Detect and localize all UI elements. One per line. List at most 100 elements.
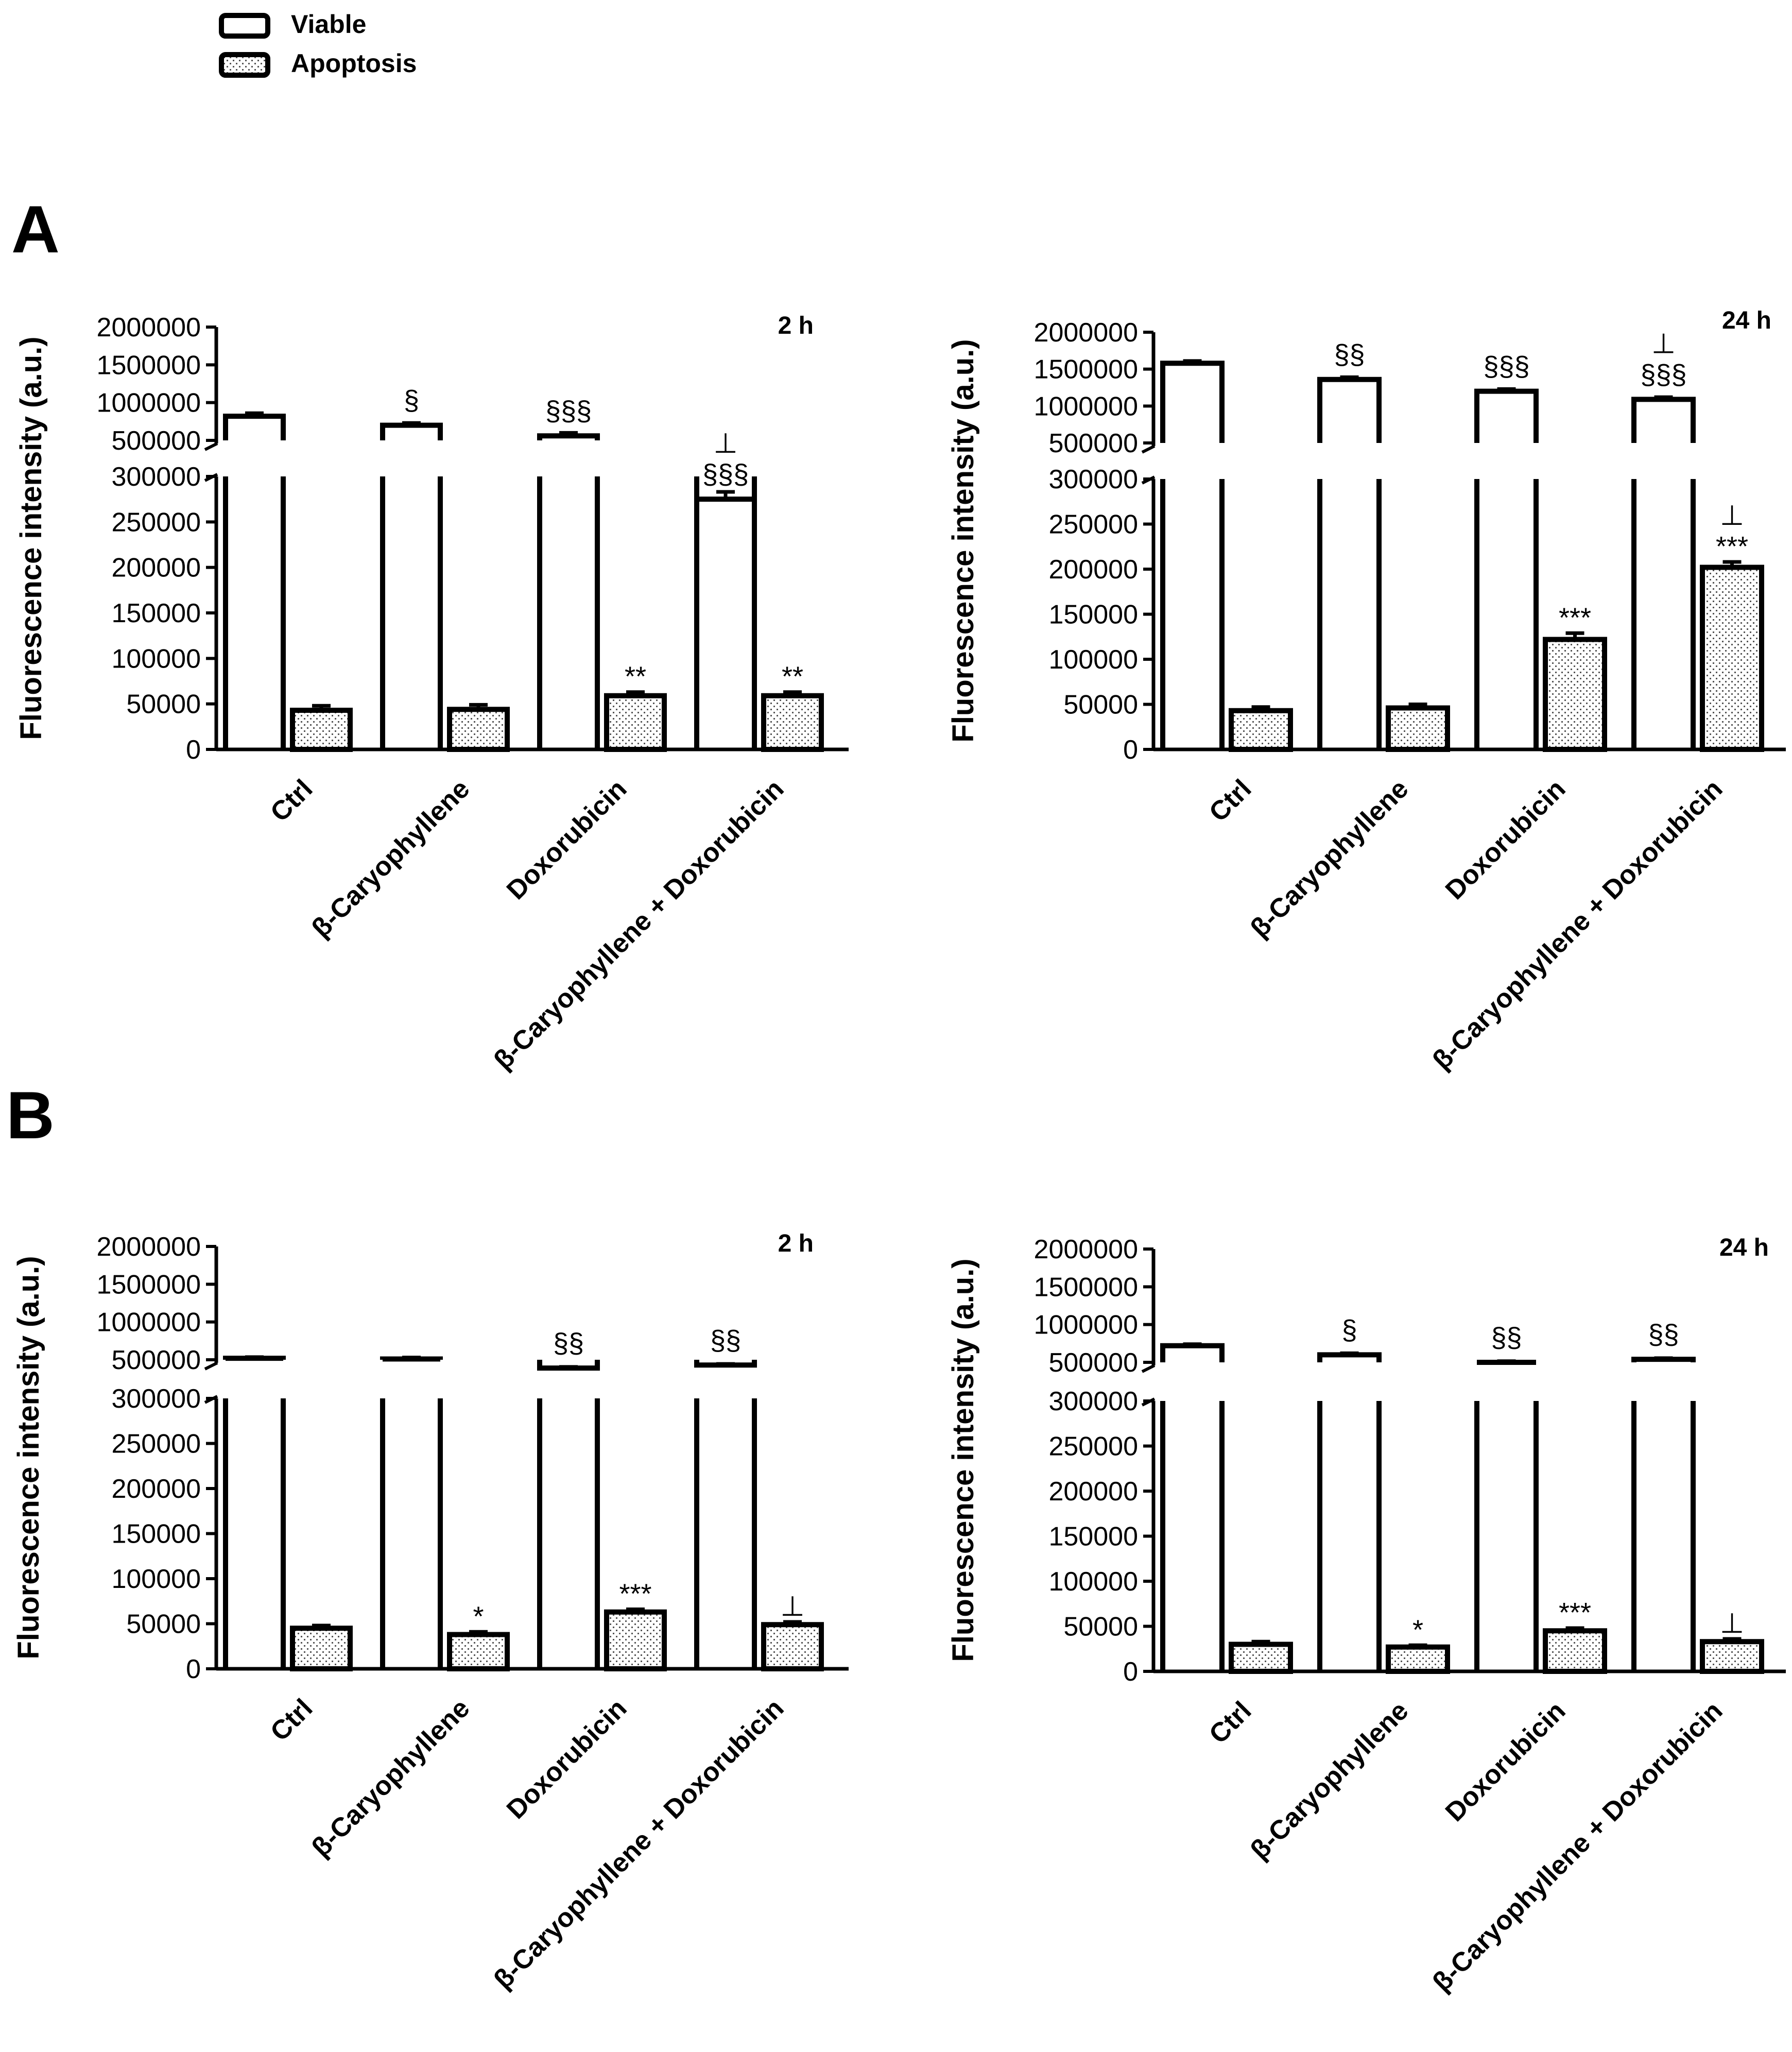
bar-apoptosis-caryophyllene (1386, 705, 1450, 752)
y-tick-label: 1500000 (1034, 1272, 1138, 1302)
panel-label-a: A (11, 192, 60, 267)
y-tick-label: 0 (186, 1654, 201, 1684)
y-axis-label: Fluorescence intensity (a.u.) (946, 1258, 980, 1662)
significance-annotation: ⊥ (713, 428, 737, 459)
x-tick-label: β-Caryophyllene (1245, 1696, 1414, 1865)
significance-annotation: *** (1559, 602, 1591, 633)
bar-viable-ctrl (1160, 479, 1225, 749)
y-tick-label: 300000 (1048, 1387, 1138, 1416)
significance-annotation: *** (1559, 1597, 1591, 1628)
significance-annotation: ⊥ (1720, 500, 1744, 531)
chart-panel-b-24h: 24 h Fluorescence intensity (a.u.) 0 50000 1… (946, 1234, 1786, 1997)
y-tick-label: 250000 (1048, 510, 1138, 540)
bar-viable-walls (694, 476, 757, 749)
y-tick-label: 300000 (111, 462, 201, 492)
x-tick-label: Ctrl (1203, 1696, 1257, 1749)
bar-viable-caryophyllene-doxorubicin (694, 1398, 757, 1669)
y-tick-label: 1000000 (97, 388, 201, 418)
bar-apoptosis-caryophyllene (447, 707, 510, 753)
x-tick-label: Doxorubicin (501, 1693, 633, 1825)
bar-apoptosis-caryophyllene-doxorubicin (1700, 1639, 1764, 1674)
bar-viable-caryophyllene-doxorubicin (1631, 479, 1696, 749)
chart-title: 2 h (778, 312, 814, 339)
y-tick-label: 300000 (1048, 465, 1138, 494)
legend: Viable Apoptosis (219, 10, 417, 78)
bar-viable-upper-doxorubicin (537, 433, 600, 440)
bar-viable-doxorubicin (1474, 1401, 1539, 1671)
x-tick-label: β-Caryophyllene (306, 774, 475, 943)
bar-apoptosis-caryophyllene-doxorubicin (761, 1622, 824, 1671)
y-tick-label: 0 (1123, 735, 1138, 765)
bar-viable-caryophyllene (1317, 479, 1382, 749)
x-tick-label: Ctrl (1203, 774, 1257, 827)
bar-apoptosis-caryophyllene-doxorubicin (1700, 565, 1764, 752)
x-tick-label: β-Caryophyllene + Doxorubicin (488, 774, 789, 1075)
chart-panel-a-2h: 2 h Fluorescence intensity (a.u.) 0 50000 10… (14, 312, 849, 1075)
y-tick-label: 200000 (111, 1474, 201, 1504)
significance-annotation: * (473, 1601, 484, 1632)
chart-title: 24 h (1722, 307, 1771, 334)
chart-title: 24 h (1719, 1234, 1769, 1261)
y-axis-label: Fluorescence intensity (a.u.) (946, 339, 980, 742)
bar-apoptosis-caryophyllene-doxorubicin (761, 693, 824, 753)
y-axis-label: Fluorescence intensity (a.u.) (12, 1256, 45, 1659)
bar-apoptosis-caryophyllene (1386, 1644, 1450, 1674)
significance-annotation: ** (625, 661, 646, 692)
bar-viable-caryophyllene (380, 1398, 443, 1669)
bar-viable-upper-doxorubicin (1474, 388, 1539, 443)
x-tick-label: Doxorubicin (1440, 774, 1572, 905)
y-tick-label: 1500000 (97, 350, 201, 380)
bar-apoptosis-ctrl (1229, 1641, 1293, 1674)
y-tick-label: 0 (1123, 1657, 1138, 1687)
y-tick-label: 250000 (111, 1429, 201, 1459)
bar-viable-upper-ctrl (223, 414, 286, 440)
x-tick-label: Ctrl (265, 774, 318, 827)
bar-viable-caryophyllene-doxorubicin (694, 497, 757, 749)
y-tick-label: 150000 (1048, 1522, 1138, 1552)
x-tick-label: β-Caryophyllene (306, 1693, 475, 1862)
bar-viable-upper-ctrl (1160, 1343, 1225, 1362)
y-tick-label: 50000 (1063, 690, 1138, 720)
bar-viable-upper-caryophyllene (380, 422, 443, 440)
x-tick-label: Ctrl (265, 1693, 318, 1747)
significance-annotation: §§ (553, 1328, 584, 1359)
axis-break-mark (204, 442, 218, 451)
bar-viable-caryophyllene-doxorubicin (1631, 1401, 1696, 1671)
y-tick-label: 1000000 (97, 1308, 201, 1338)
bar-apoptosis-doxorubicin (604, 693, 667, 753)
significance-annotation: §§ (1334, 339, 1365, 370)
y-tick-label: 1000000 (1034, 391, 1138, 421)
chart-panel-a-24h: 24 h Fluorescence intensity (a.u.) 0 50000 1… (946, 307, 1786, 1075)
chart-panel-b-2h: 2 h Fluorescence intensity (a.u.) 0 50000 10… (12, 1230, 849, 1995)
y-tick-label: 250000 (1048, 1432, 1138, 1462)
bar-apoptosis-ctrl (290, 1626, 353, 1671)
significance-annotation: § (1341, 1314, 1357, 1345)
legend-swatch-apoptosis (219, 52, 270, 78)
y-tick-label: 200000 (1048, 555, 1138, 585)
y-tick-label: 150000 (111, 1519, 201, 1549)
chart-title: 2 h (778, 1230, 814, 1257)
bar-viable-doxorubicin (537, 476, 600, 749)
y-tick-label: 150000 (1048, 600, 1138, 630)
significance-annotation: * (1412, 1614, 1423, 1645)
bar-viable-upper-caryophyllene (1317, 1352, 1382, 1362)
bar-viable-ctrl (223, 1398, 286, 1669)
legend-swatch-viable (219, 13, 270, 39)
bar-viable-doxorubicin (1474, 479, 1539, 749)
y-tick-label: 500000 (111, 426, 201, 456)
y-tick-label: 500000 (1048, 1348, 1138, 1378)
bar-apoptosis-doxorubicin (1543, 637, 1607, 752)
significance-annotation: §§ (710, 1325, 741, 1356)
bar-viable-ctrl (1160, 1401, 1225, 1671)
bar-viable-upper-caryophyllene-doxorubicin (1631, 397, 1696, 443)
y-tick-label: 50000 (126, 1610, 201, 1639)
significance-annotation: § (404, 385, 419, 416)
x-tick-label: Doxorubicin (501, 774, 633, 905)
y-tick-label: 1500000 (1034, 355, 1138, 385)
axis-break-mark (1141, 444, 1156, 454)
y-tick-label: 500000 (1048, 429, 1138, 458)
significance-annotation: §§§ (545, 396, 592, 426)
significance-annotation: §§ (1491, 1322, 1522, 1353)
significance-annotation: ⊥ (1651, 328, 1676, 359)
